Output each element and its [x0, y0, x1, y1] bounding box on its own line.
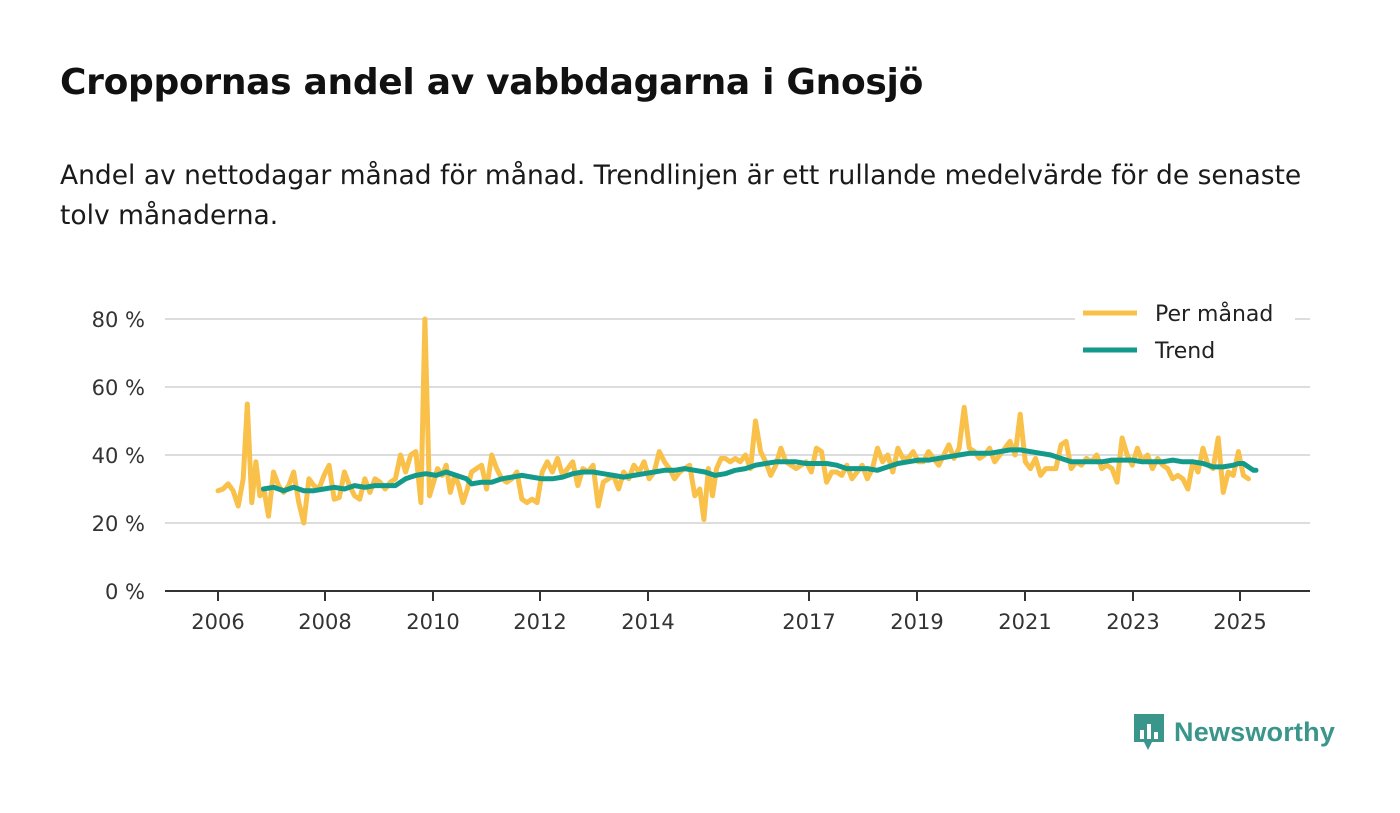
series-group: [215, 316, 1259, 526]
x-axis-ticks: 2006 2008 2010 2012 2014 2017 2019 2021 2023 2025: [191, 591, 1267, 634]
series-line-trend: [260, 447, 1259, 494]
x-tick-label: 2023: [1106, 610, 1159, 634]
y-tick-label: 20 %: [92, 512, 145, 536]
legend-label-trend: Trend: [1154, 339, 1215, 364]
y-axis-ticks: 0 % 20 % 40 % 60 % 80 %: [92, 308, 145, 604]
legend-label-per-manad: Per månad: [1155, 301, 1273, 327]
legend: Per månad Trend: [1075, 298, 1295, 368]
y-tick-label: 40 %: [92, 444, 145, 468]
x-tick-label: 2010: [406, 610, 459, 634]
x-tick-label: 2014: [621, 610, 674, 634]
newsworthy-logo-text: Newsworthy: [1174, 716, 1336, 747]
x-tick-label: 2017: [782, 610, 835, 634]
chart-subtitle: Andel av nettodagar månad för månad. Tre…: [60, 160, 1302, 231]
y-tick-label: 0 %: [105, 580, 145, 604]
newsworthy-logo-icon: [1134, 714, 1164, 750]
x-tick-label: 2012: [513, 610, 566, 634]
x-tick-label: 2006: [191, 610, 244, 634]
y-tick-label: 80 %: [92, 308, 145, 332]
legend-background: [1075, 298, 1295, 368]
chart-title: Croppornas andel av vabbdagarna i Gnosjö: [60, 62, 924, 103]
newsworthy-logo: Newsworthy: [1132, 712, 1335, 752]
x-tick-label: 2025: [1213, 610, 1266, 634]
x-tick-label: 2021: [998, 610, 1051, 634]
y-tick-label: 60 %: [92, 376, 145, 400]
x-tick-label: 2008: [298, 610, 351, 634]
x-tick-label: 2019: [890, 610, 943, 634]
